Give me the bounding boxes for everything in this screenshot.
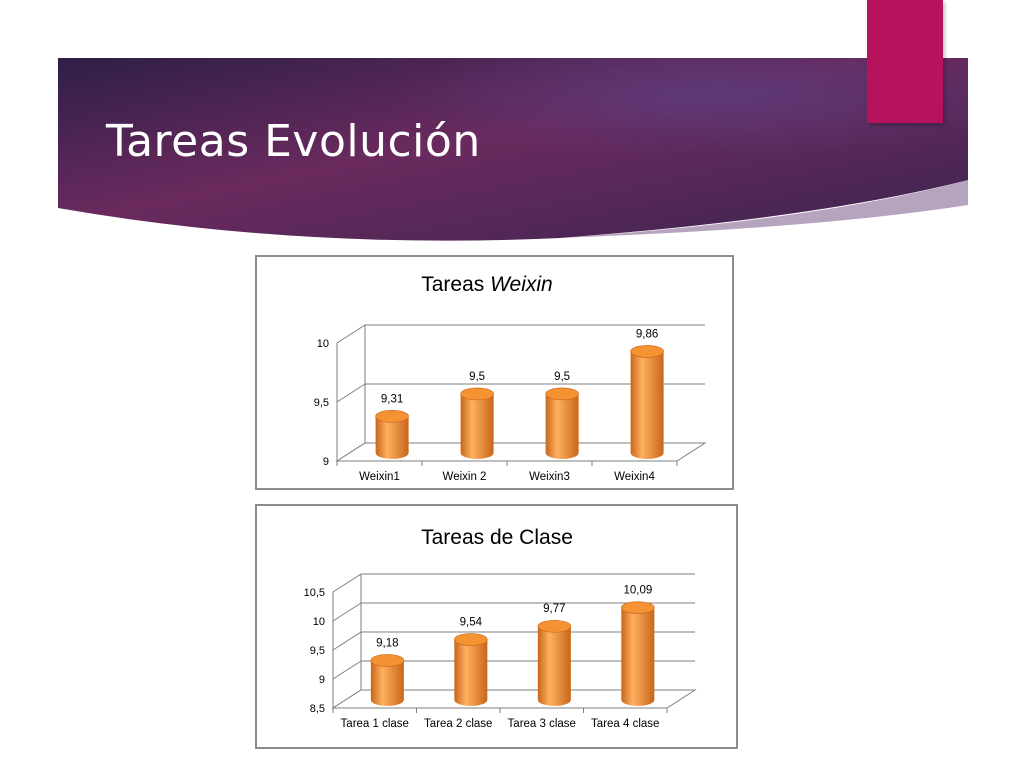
grid-diagonal [332,602,362,622]
x-tick-label: Weixin3 [529,471,570,483]
chart-title: Tareas de Clase [421,526,573,549]
accent-tab [867,0,943,123]
bar-top [630,345,664,358]
chart-title-italic: Weixin [490,273,553,296]
bar-body [460,393,494,459]
grid-diagonal [332,660,362,680]
y-tick-label: 9 [319,674,325,686]
chart-title-plain: Tareas [421,273,490,296]
bar-1 [460,387,494,459]
data-label: 9,86 [636,328,658,340]
y-tick-label: 10 [317,338,329,350]
bar-body [545,393,579,459]
slide-title: Tareas Evolución [106,116,481,167]
bar-0 [370,654,405,706]
bar-top [621,601,655,614]
bar-top [375,410,409,423]
bar-body [454,639,488,706]
bar-2 [545,387,579,459]
chart-floor [335,442,707,462]
bar-top [370,654,405,667]
chart-tareas-clase: Tareas de Clase 8,5 9 9,5 10 10,5 Tarea 1 cla… [255,504,738,749]
x-tick-label: Tarea 4 clase [591,718,659,730]
data-label: 9,77 [543,603,565,615]
grid-diagonal [332,573,362,593]
x-tick-label: Weixin 2 [443,471,487,483]
x-tick-label: Tarea 2 clase [424,718,492,730]
bar-top [454,633,488,646]
y-tick-label: 8,5 [310,703,325,715]
grid-diagonal [332,631,362,651]
chart-tareas-weixin: Tareas Weixin 9 9,5 10 Weixin1 Weixin 2 Weixi… [255,255,734,490]
y-tick-label: 9,5 [310,645,325,657]
chart-title: Tareas Weixin [421,273,553,296]
x-tick-label: Tarea 1 clase [341,718,409,730]
y-tick-label: 10 [313,616,325,628]
title-banner [58,58,968,241]
data-label: 9,54 [460,617,483,629]
chart-tareas-clase-svg: Tareas de Clase 8,5 9 9,5 10 10,5 Tarea 1 cla… [304,526,697,730]
data-label: 9,31 [381,393,403,405]
data-label: 9,5 [554,371,570,383]
bar-body [537,626,571,706]
bar-body [375,416,409,459]
bar-top [545,387,579,401]
data-label: 10,09 [623,585,652,597]
chart-tareas-weixin-svg: Tareas Weixin 9 9,5 10 Weixin1 Weixin 2 Weixi… [314,273,707,483]
bar-2 [537,619,572,706]
x-tick-label: Weixin4 [614,471,655,483]
data-label: 9,5 [469,371,485,383]
y-tick-label: 9,5 [314,397,329,409]
bar-3 [630,345,664,459]
bar-top [537,619,572,633]
x-tick-label: Weixin1 [359,471,400,483]
grid-diagonal [336,383,366,403]
x-tick-label: Tarea 3 clase [508,718,576,730]
data-label: 9,18 [376,637,398,649]
bar-1 [454,633,488,706]
bar-body [630,351,664,459]
bar-top [460,387,494,401]
y-tick-label: 9 [323,456,329,468]
y-tick-label: 10,5 [304,587,325,599]
chart-title-plain: Tareas de Clase [421,526,573,549]
grid-diagonal [336,324,366,344]
chart-floor [331,689,697,709]
bar-0 [375,410,409,459]
bar-body [621,607,655,706]
bar-body [370,660,404,706]
bar-3 [621,601,655,706]
